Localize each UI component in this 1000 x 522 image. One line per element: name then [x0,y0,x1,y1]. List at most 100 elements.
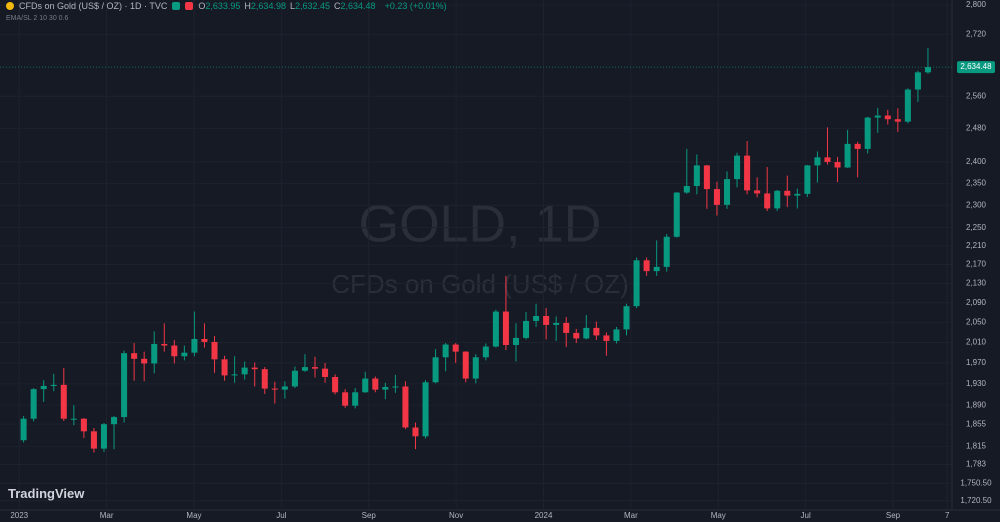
candle-body [131,353,138,359]
candle-body [723,179,731,205]
x-tick-label: May [711,511,726,520]
x-tick-label: Sep [886,511,901,520]
candle-body [814,157,821,166]
candles [0,47,952,453]
y-tick-label: 1,720.50 [960,496,992,505]
candle-body [332,376,339,393]
x-tick-label: 2024 [535,511,553,520]
candle-body [211,341,218,360]
y-tick-label: 2,350 [966,179,987,188]
candle-body [372,378,379,390]
brand: TradingView [8,486,85,501]
indicator: EMA/SL 2 10 30 0.6 [6,15,69,22]
buy-indicator [172,2,181,10]
x-tick-label: Jul [801,511,811,520]
y-tick-label: 1,930 [966,379,987,388]
candle-body [161,344,168,346]
candle-body [30,389,37,419]
candle-body [744,155,751,191]
candle-body [392,386,399,388]
candle-body [291,370,298,387]
ohlc-key: L [289,1,295,11]
candle-body [221,359,228,376]
candle-body [884,115,891,120]
ohlc-value: 2,634.98 [250,1,286,11]
ohlc-key: O [198,1,206,11]
candle-body [261,369,268,389]
candle-body [623,306,630,330]
candle-body [452,344,459,352]
candle-body [643,260,650,272]
y-tick-label: 1,855 [966,419,987,428]
candle-body [422,382,429,437]
y-tick-label: 2,130 [966,279,987,288]
y-tick-label: 1,750.50 [960,478,992,487]
candle-body [854,143,861,149]
candle-body [40,385,47,390]
candle-body [583,327,590,339]
candle-body [864,117,871,149]
candle-body [904,89,911,122]
x-tick-label: Nov [449,511,463,520]
x-tick-label: 2023 [10,511,28,520]
candle-body [693,165,700,187]
candle-body [764,193,771,209]
x-tick-label: Mar [624,511,638,520]
ohlc-item: C2,634.48 [334,1,376,11]
ohlc-item: L2,632.45 [290,1,330,11]
ohlc-key: C [334,1,341,11]
ohlc-item: O2,633.95 [198,1,240,11]
candle-body [502,311,509,346]
candle-body [432,357,439,383]
candle-body [90,431,97,449]
y-tick-label: 2,800 [966,0,987,9]
candle-body [794,193,801,196]
grid [0,0,952,510]
x-tick-label: 7 [945,511,950,520]
candle-body [613,329,620,341]
candle-body [442,344,449,358]
candle-body [60,384,67,419]
candle-body [834,161,841,168]
change: +0.23 (+0.01%) [384,1,447,11]
candle-body [111,417,118,425]
candle-body [774,190,781,209]
candle-body [633,260,640,307]
candle-body [241,367,248,375]
y-tick-label: 2,090 [966,298,987,307]
y-tick-label: 2,560 [966,91,987,100]
candle-body [301,367,308,371]
candle-body [80,418,87,432]
candle-body [201,338,208,342]
y-tick-label: 2,250 [966,223,987,232]
candle-body [573,332,580,339]
candle-body [874,115,881,118]
candle-body [593,327,600,336]
x-tick-label: May [186,511,201,520]
ohlc-value: 2,633.95 [205,1,241,11]
y-tick-label: 2,300 [966,200,987,209]
ohlc-item: H2,634.98 [244,1,286,11]
candle-body [553,322,560,325]
candle-body [804,165,811,194]
x-tick-label: Sep [362,511,377,520]
symbol-icon [6,2,14,10]
y-tick-label: 2,720 [966,30,987,39]
candle-body [894,119,901,122]
sell-indicator [185,2,194,10]
candle-body [412,427,419,437]
candle-body [271,388,278,390]
candle-body [512,337,519,346]
candle-body [311,367,319,369]
candle-body [181,352,188,357]
candle-body [683,186,690,193]
candle-body [171,345,178,357]
candle-body [100,424,107,449]
ohlc-value: 2,634.48 [340,1,376,11]
y-tick-label: 2,010 [966,338,987,347]
ohlc: O2,633.95 H2,634.98 L2,632.45 C2,634.48 [198,1,379,11]
ohlc-value: 2,632.45 [294,1,331,11]
candle-body [462,351,469,379]
